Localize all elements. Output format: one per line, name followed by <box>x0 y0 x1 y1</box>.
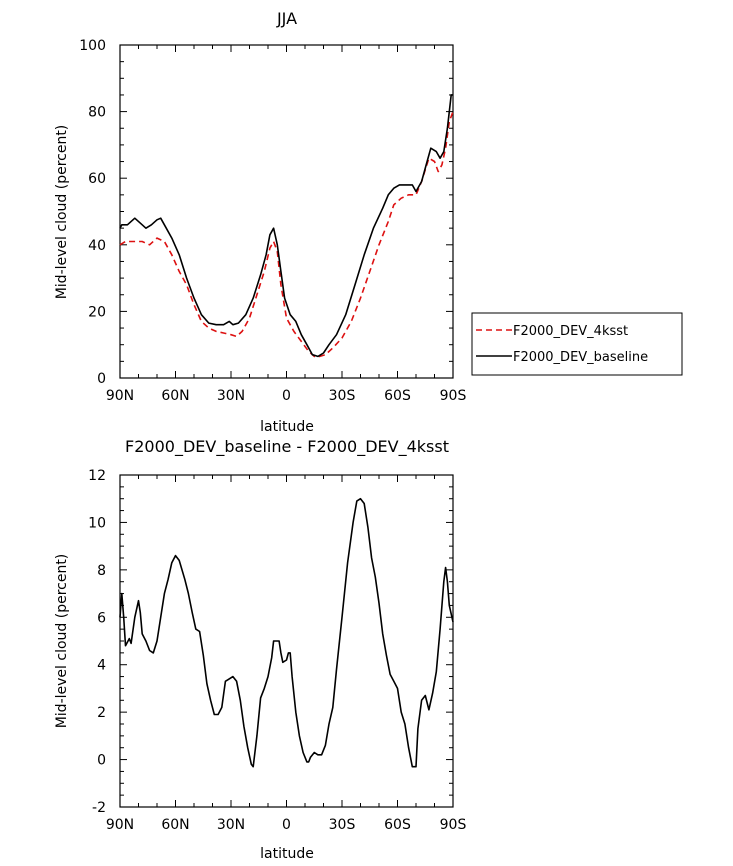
top-panel: JJA 90N 60N 30N 0 30S 60S 90S 0 20 40 60 80 100 lati… <box>54 9 683 435</box>
legend-label-baseline: F2000_DEV_baseline <box>513 350 648 365</box>
bottom-x-tick-label: 60N <box>161 817 189 833</box>
top-x-tick-label: 90S <box>440 388 467 404</box>
top-y-axis-label: Mid-level cloud (percent) <box>54 125 70 300</box>
bottom-x-tick-label: 0 <box>282 817 291 833</box>
top-x-tick-label: 30N <box>217 388 245 404</box>
legend-label-4ksst: F2000_DEV_4ksst <box>513 324 628 339</box>
top-x-tick-label: 30S <box>329 388 356 404</box>
top-x-axis-label: latitude <box>260 419 314 435</box>
bottom-x-tick-label: 30N <box>217 817 245 833</box>
bottom-y-tick-label: -2 <box>92 800 106 816</box>
bottom-y-tick-label: 2 <box>97 705 106 721</box>
bottom-y-tick-label: 8 <box>97 563 106 579</box>
top-y-tick-label: 100 <box>79 38 106 54</box>
bottom-y-tick-label: 4 <box>97 658 106 674</box>
bottom-x-tick-label: 90S <box>440 817 467 833</box>
bottom-plot-area: 90N 60N 30N 0 30S 60S 90S -2 0 2 4 6 8 10 12 <box>88 468 466 833</box>
top-x-tick-label: 90N <box>106 388 134 404</box>
top-y-tick-label: 0 <box>97 371 106 387</box>
top-plot-area: 90N 60N 30N 0 30S 60S 90S 0 20 40 60 80 100 <box>79 38 466 404</box>
top-plot-frame <box>119 44 454 379</box>
bottom-plot-frame <box>119 474 454 808</box>
top-y-tick-label: 60 <box>88 171 106 187</box>
top-y-tick-label: 40 <box>88 238 106 254</box>
bottom-x-tick-label: 30S <box>329 817 356 833</box>
legend: F2000_DEV_4ksst F2000_DEV_baseline <box>471 312 683 376</box>
top-y-tick-label: 20 <box>88 304 106 320</box>
bottom-y-tick-label: 10 <box>88 515 106 531</box>
top-x-tick-label: 60N <box>161 388 189 404</box>
bottom-y-axis-label: Mid-level cloud (percent) <box>54 554 70 729</box>
top-series-line-f2000-dev-baseline <box>119 94 453 358</box>
bottom-x-tick-label: 90N <box>106 817 134 833</box>
bottom-y-tick-label: 12 <box>88 468 106 484</box>
top-y-tick-label: 80 <box>88 105 106 121</box>
top-series-line-f2000-dev-4ksst <box>119 111 454 358</box>
bottom-x-tick-label: 60S <box>384 817 411 833</box>
legend-box <box>471 312 683 376</box>
bottom-y-tick-label: 6 <box>97 610 106 626</box>
bottom-x-axis-label: latitude <box>260 846 314 862</box>
top-x-tick-label: 0 <box>282 388 291 404</box>
bottom-chart-title: F2000_DEV_baseline - F2000_DEV_4ksst <box>125 437 449 457</box>
bottom-panel: F2000_DEV_baseline - F2000_DEV_4ksst 90N… <box>54 437 466 862</box>
top-x-tick-label: 60S <box>384 388 411 404</box>
bottom-y-tick-label: 0 <box>97 753 106 769</box>
top-chart-title: JJA <box>276 9 297 28</box>
bottom-series-line-difference <box>119 497 454 768</box>
